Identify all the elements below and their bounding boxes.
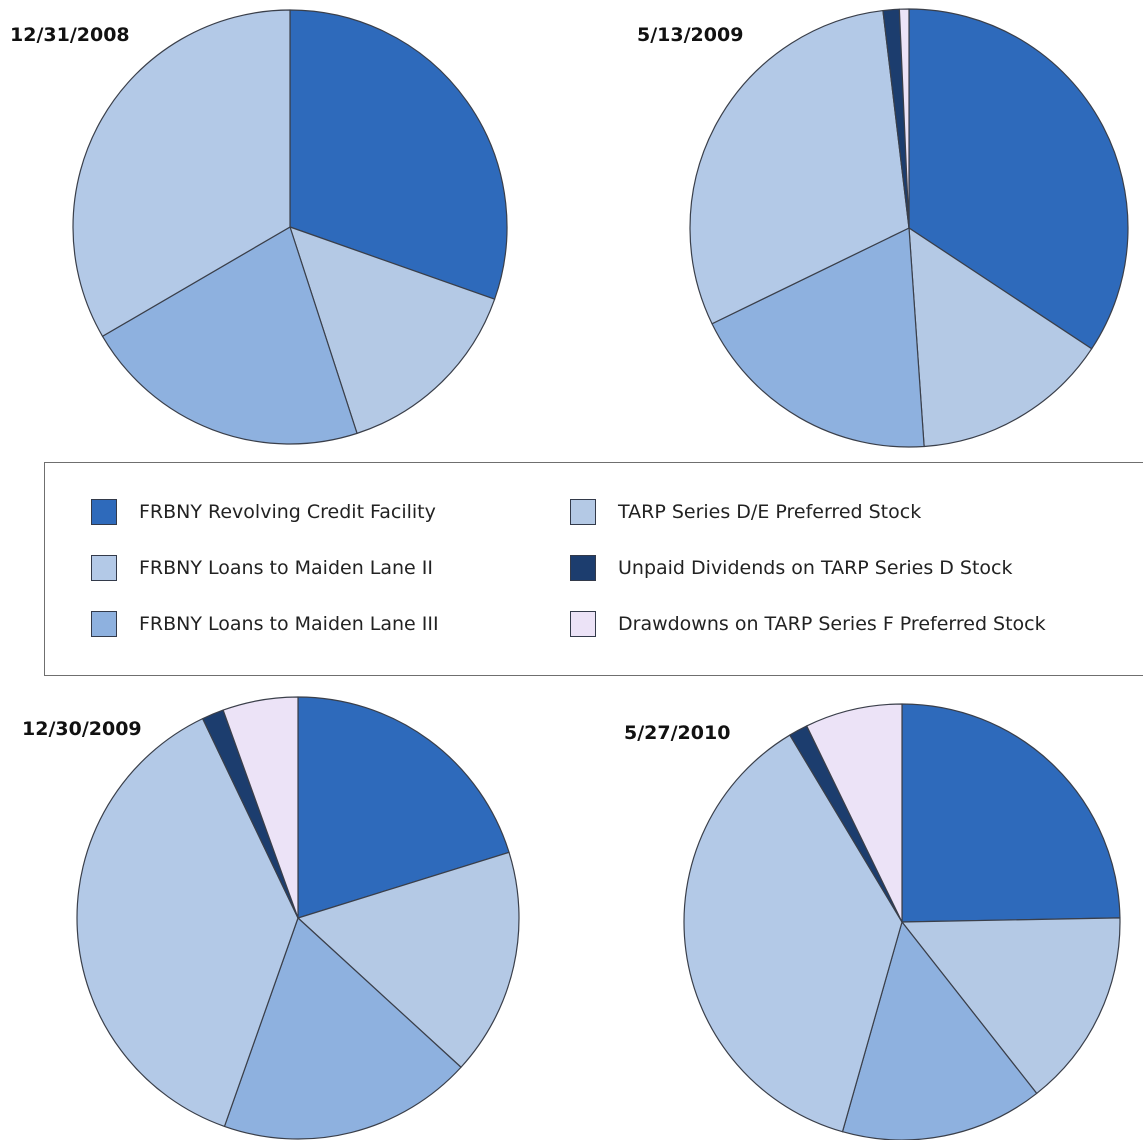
legend-label: FRBNY Loans to Maiden Lane II	[139, 557, 433, 579]
pie-slice-drawdowns-on-tarp-series-f-preferred-stock	[222, 696, 299, 919]
pie-5-13-2009	[689, 8, 1129, 448]
legend-label: TARP Series D/E Preferred Stock	[618, 501, 922, 523]
pie-12-30-2009	[76, 696, 520, 1140]
pie-slice-frbny-loans-to-maiden-lane-iii	[711, 227, 925, 448]
pie-slice-tarp-series-d-e-preferred-stock	[297, 851, 520, 1068]
pie-slice-frbny-loans-to-maiden-lane-iii	[223, 917, 462, 1140]
legend-label: FRBNY Loans to Maiden Lane III	[139, 613, 439, 635]
pie-slice-frbny-revolving-credit-facility	[901, 703, 1121, 923]
pie-slice-frbny-loans-to-maiden-lane-ii	[76, 718, 299, 1127]
pie-slice-frbny-revolving-credit-facility	[289, 9, 508, 300]
pie-12-31-2008	[72, 9, 508, 445]
legend-label: Unpaid Dividends on TARP Series D Stock	[618, 557, 1013, 579]
pie-slice-tarp-series-d-e-preferred-stock	[901, 917, 1121, 1095]
legend-item: FRBNY Loans to Maiden Lane II	[91, 553, 433, 583]
legend-item: Drawdowns on TARP Series F Preferred Sto…	[570, 609, 1046, 639]
legend-swatch	[570, 611, 596, 637]
pie-slice-frbny-loans-to-maiden-lane-ii	[72, 9, 291, 337]
legend-swatch	[91, 611, 117, 637]
legend-item: FRBNY Revolving Credit Facility	[91, 497, 436, 527]
legend-swatch	[570, 555, 596, 581]
pie-slice-frbny-loans-to-maiden-lane-iii	[101, 226, 358, 445]
pie-title-12-31-2008: 12/31/2008	[10, 24, 130, 46]
legend-swatch	[570, 499, 596, 525]
pie-title-5-27-2010: 5/27/2010	[624, 722, 731, 744]
pie-slice-frbny-revolving-credit-facility	[297, 696, 510, 919]
pie-slice-drawdowns-on-tarp-series-f-preferred-stock	[806, 703, 903, 923]
legend-label: FRBNY Revolving Credit Facility	[139, 501, 436, 523]
legend-label: Drawdowns on TARP Series F Preferred Sto…	[618, 613, 1046, 635]
legend-item: FRBNY Loans to Maiden Lane III	[91, 609, 439, 639]
pie-slice-tarp-series-d-e-preferred-stock	[289, 226, 496, 434]
pie-title-12-30-2009: 12/30/2009	[22, 718, 142, 740]
pie-slice-frbny-loans-to-maiden-lane-ii	[689, 9, 910, 325]
legend: FRBNY Revolving Credit Facility FRBNY Lo…	[44, 462, 1143, 676]
pie-slice-frbny-loans-to-maiden-lane-iii	[841, 921, 1038, 1140]
pie-slice-frbny-loans-to-maiden-lane-ii	[683, 734, 903, 1133]
pie-5-27-2010	[683, 703, 1121, 1140]
legend-swatch	[91, 499, 117, 525]
pie-slice-tarp-series-d-e-preferred-stock	[908, 227, 1093, 448]
legend-swatch	[91, 555, 117, 581]
legend-item: Unpaid Dividends on TARP Series D Stock	[570, 553, 1013, 583]
legend-item: TARP Series D/E Preferred Stock	[570, 497, 921, 527]
pie-slice-drawdowns-on-tarp-series-f-preferred-stock	[898, 8, 910, 229]
pie-title-5-13-2009: 5/13/2009	[637, 24, 744, 46]
